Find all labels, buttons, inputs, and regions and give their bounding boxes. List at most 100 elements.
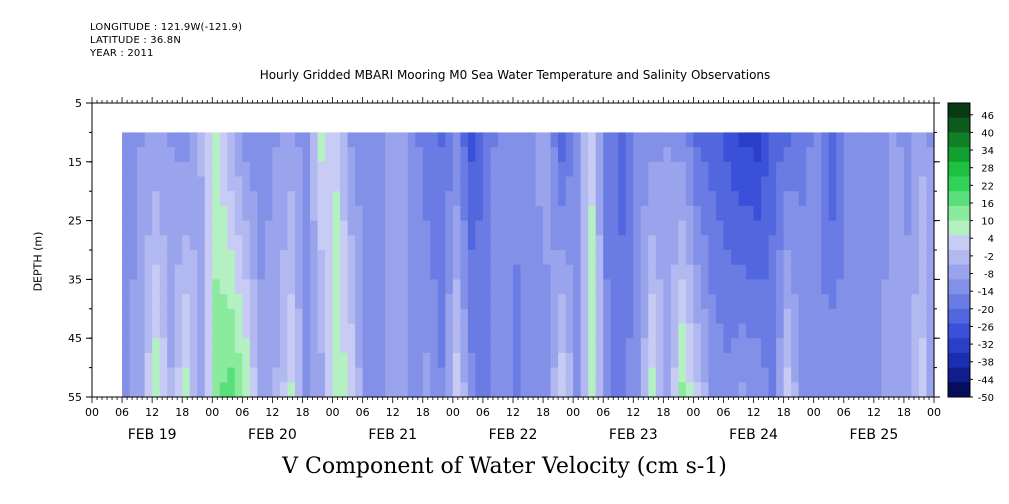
heatmap-cell (347, 367, 356, 383)
heatmap-cell (715, 161, 725, 178)
heatmap-cell (926, 250, 935, 266)
heatmap-cell (791, 367, 800, 383)
heatmap-cell (633, 367, 642, 383)
heatmap-cell (460, 323, 469, 339)
heatmap-cell (497, 235, 507, 251)
heatmap-cell (347, 220, 356, 236)
heatmap-cell (287, 161, 296, 178)
heatmap-cell (159, 176, 168, 192)
heatmap-cell (294, 338, 304, 354)
heatmap-cell (903, 367, 913, 383)
heatmap-cell (580, 264, 589, 280)
heatmap-cell (535, 367, 544, 383)
heatmap-cell (287, 205, 296, 222)
heatmap-cell (513, 352, 522, 369)
heatmap-cell (528, 382, 537, 398)
heatmap-cell (610, 323, 619, 339)
heatmap-cell (452, 323, 461, 339)
heatmap-cell (558, 235, 567, 251)
heatmap-cell (452, 235, 461, 251)
heatmap-cell (535, 352, 544, 369)
heatmap-cell (167, 220, 176, 236)
heatmap-cell (670, 382, 679, 398)
heatmap-cell (385, 352, 394, 369)
heatmap-cell (565, 308, 574, 325)
heatmap-cell (152, 352, 161, 369)
heatmap-cell (167, 352, 176, 369)
heatmap-cell (370, 338, 379, 354)
heatmap-cell (603, 264, 612, 280)
heatmap-cell (873, 308, 882, 325)
heatmap-cell (715, 323, 725, 339)
heatmap-cell (528, 294, 537, 310)
heatmap-cell (182, 338, 191, 354)
heatmap-cell (828, 279, 837, 295)
heatmap-cell (452, 382, 461, 398)
heatmap-cell (603, 279, 612, 295)
heatmap-cell (738, 176, 747, 192)
heatmap-cell (385, 264, 394, 280)
heatmap-cell (813, 382, 822, 398)
heatmap-cell (415, 205, 424, 222)
heatmap-cell (377, 191, 386, 207)
heatmap-cell (490, 294, 499, 310)
heatmap-cell (648, 338, 657, 354)
y-tick-label: 45 (68, 332, 82, 345)
heatmap-cell (881, 132, 890, 148)
heatmap-cell (776, 191, 785, 207)
heatmap-cell (219, 235, 228, 251)
heatmap-cell (407, 161, 416, 178)
heatmap-cell (588, 250, 597, 266)
heatmap-cell (640, 367, 649, 383)
heatmap-cell (573, 132, 582, 148)
heatmap-cell (693, 250, 702, 266)
heatmap-cell (325, 235, 334, 251)
heatmap-cell (362, 191, 371, 207)
heatmap-cell (129, 147, 138, 163)
heatmap-cell (888, 367, 898, 383)
heatmap-cell (430, 367, 439, 383)
heatmap-cell (430, 235, 439, 251)
heatmap-cell (302, 250, 311, 266)
heatmap-cell (152, 338, 161, 354)
heatmap-cell (558, 308, 567, 325)
heatmap-cell (663, 338, 672, 354)
heatmap-cell (550, 308, 559, 325)
heatmap-cell (761, 205, 770, 222)
heatmap-cell (535, 191, 544, 207)
heatmap-cell (159, 352, 168, 369)
heatmap-cell (227, 367, 236, 383)
heatmap-cell (152, 235, 161, 251)
heatmap-cell (152, 191, 161, 207)
heatmap-cell (723, 338, 732, 354)
heatmap-cell (791, 235, 800, 251)
heatmap-cell (197, 205, 206, 222)
heatmap-cell (663, 132, 672, 148)
heatmap-cell (836, 220, 845, 236)
heatmap-cell (129, 308, 138, 325)
heatmap-cell (129, 191, 138, 207)
heatmap-cell (460, 308, 469, 325)
heatmap-cell (558, 161, 567, 178)
heatmap-cell (633, 323, 642, 339)
heatmap-cell (415, 191, 424, 207)
heatmap-cell (580, 279, 589, 295)
heatmap-cell (715, 279, 725, 295)
heatmap-cell (400, 323, 409, 339)
heatmap-cell (640, 279, 649, 295)
heatmap-cell (227, 235, 236, 251)
heatmap-cell (422, 264, 431, 280)
heatmap-cell (543, 191, 552, 207)
heatmap-cell (768, 176, 777, 192)
x-hour-label: 18 (175, 406, 189, 419)
heatmap-cell (182, 352, 191, 369)
heatmap-cell (445, 205, 454, 222)
heatmap-cell (234, 147, 243, 163)
heatmap-cell (490, 250, 499, 266)
heatmap-cell (603, 338, 612, 354)
heatmap-cell (648, 176, 657, 192)
heatmap-cell (655, 132, 664, 148)
heatmap-cell (264, 250, 274, 266)
heatmap-cell (700, 323, 710, 339)
heatmap-cell (452, 191, 461, 207)
